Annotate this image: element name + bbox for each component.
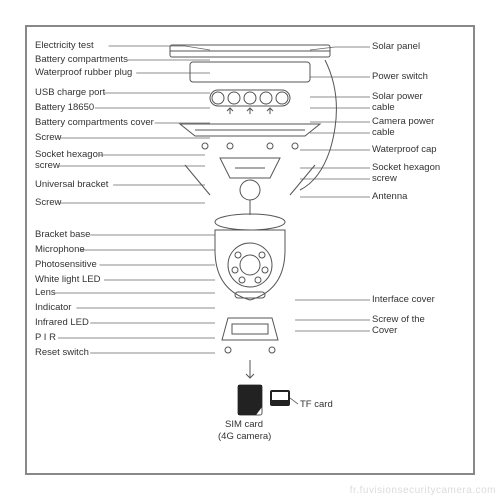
callout-label: Microphone	[35, 245, 85, 255]
callout-label: Screw	[35, 198, 61, 208]
callout-label: Electricity test	[35, 41, 94, 51]
callout-label: P I R	[35, 333, 56, 343]
callout-label: Waterproof cap	[372, 145, 437, 155]
callout-label: Socket hexagon	[35, 150, 103, 160]
callout-label: Battery 18650	[35, 103, 94, 113]
callout-label: Socket hexagon	[372, 163, 440, 173]
callout-label: screw	[372, 174, 397, 184]
callout-label: cable	[372, 128, 395, 138]
callout-label: Lens	[35, 288, 56, 298]
callout-label: Infrared LED	[35, 318, 89, 328]
callout-label: USB charge port	[35, 88, 105, 98]
callout-label: Battery compartments	[35, 55, 128, 65]
camera-exploded-drawing	[150, 40, 350, 460]
callout-label: Bracket base	[35, 230, 90, 240]
callout-label: Power switch	[372, 72, 428, 82]
callout-label: Screw of the	[372, 315, 425, 325]
callout-label: Screw	[35, 133, 61, 143]
callout-label: Waterproof rubber plug	[35, 68, 132, 78]
callout-label: Reset switch	[35, 348, 89, 358]
callout-label: cable	[372, 103, 395, 113]
callout-label: Cover	[372, 326, 397, 336]
callout-label: Battery compartments cover	[35, 118, 154, 128]
callout-label: Photosensitive	[35, 260, 97, 270]
callout-label: Camera power	[372, 117, 434, 127]
callout-label: Solar panel	[372, 42, 420, 52]
callout-label: screw	[35, 161, 60, 171]
callout-label: White light LED	[35, 275, 100, 285]
callout-label: Universal bracket	[35, 180, 108, 190]
callout-label: Antenna	[372, 192, 407, 202]
callout-label: Interface cover	[372, 295, 435, 305]
callout-label: Indicator	[35, 303, 71, 313]
watermark: fr.fuvisionsecuritycamera.com	[350, 485, 496, 496]
callout-label: Solar power	[372, 92, 423, 102]
